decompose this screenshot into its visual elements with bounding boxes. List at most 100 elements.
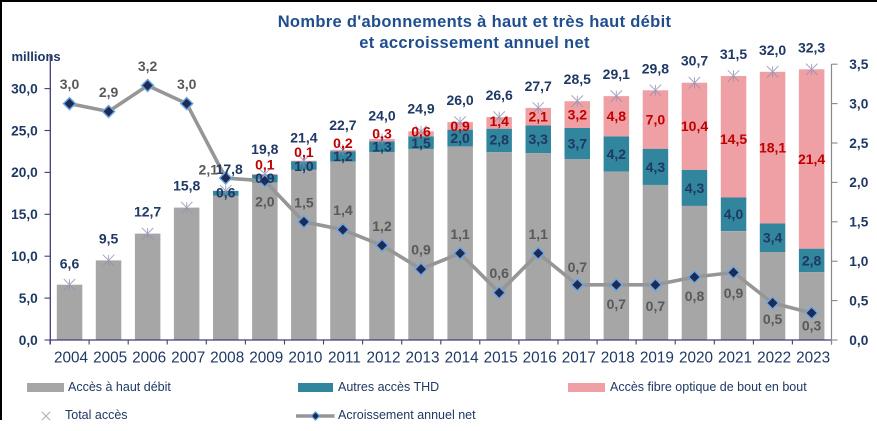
svg-text:18,1: 18,1 [759,140,786,156]
svg-text:0,9: 0,9 [450,118,470,134]
svg-text:1,3: 1,3 [372,139,392,155]
svg-text:0,3: 0,3 [372,126,392,142]
svg-text:2022: 2022 [757,350,791,367]
svg-text:3,0: 3,0 [849,96,868,111]
svg-text:9,5: 9,5 [99,230,119,246]
svg-text:4,8: 4,8 [607,108,627,124]
svg-text:10,4: 10,4 [681,118,708,134]
svg-text:3,0: 3,0 [177,76,197,92]
svg-text:2012: 2012 [366,350,400,367]
svg-text:12,7: 12,7 [134,204,161,220]
svg-text:2,5: 2,5 [849,136,868,151]
svg-text:3,4: 3,4 [763,230,783,246]
svg-text:millions: millions [12,49,61,64]
svg-text:26,0: 26,0 [446,92,473,108]
svg-text:1,5: 1,5 [849,215,868,230]
svg-text:0,1: 0,1 [255,157,275,173]
svg-text:22,7: 22,7 [329,117,356,133]
svg-text:2,8: 2,8 [802,252,822,268]
svg-text:2005: 2005 [93,350,127,367]
svg-text:10,0: 10,0 [11,249,38,264]
svg-text:30,0: 30,0 [11,81,38,96]
svg-text:2010: 2010 [288,350,322,367]
svg-text:0,5: 0,5 [849,293,868,308]
svg-text:0,3: 0,3 [802,318,822,334]
svg-text:31,5: 31,5 [720,46,747,62]
svg-text:29,8: 29,8 [642,60,669,76]
svg-text:4,3: 4,3 [646,159,666,175]
svg-text:32,3: 32,3 [798,39,825,55]
svg-text:0,1: 0,1 [294,144,314,160]
svg-text:15,0: 15,0 [11,207,38,222]
svg-text:15,8: 15,8 [173,178,200,194]
svg-text:2013: 2013 [405,350,439,367]
svg-text:1,5: 1,5 [294,194,314,210]
svg-text:0,0: 0,0 [19,333,38,348]
svg-text:6,6: 6,6 [60,255,80,271]
svg-text:21,4: 21,4 [290,130,317,146]
svg-text:1,2: 1,2 [372,218,392,234]
svg-text:30,7: 30,7 [681,53,708,69]
svg-text:3,3: 3,3 [528,131,548,147]
svg-text:19,8: 19,8 [251,141,278,157]
svg-text:26,6: 26,6 [486,87,513,103]
svg-text:3,2: 3,2 [138,58,158,74]
svg-text:0,7: 0,7 [607,296,627,312]
svg-text:2,0: 2,0 [450,130,470,146]
svg-text:21,4: 21,4 [798,151,825,167]
svg-text:24,9: 24,9 [407,100,434,116]
svg-text:2,0: 2,0 [255,193,275,209]
svg-text:0,6: 0,6 [216,185,236,201]
svg-text:2017: 2017 [562,350,596,367]
svg-text:0,9: 0,9 [411,242,431,258]
svg-text:1,1: 1,1 [528,226,548,242]
svg-text:1,1: 1,1 [450,226,470,242]
svg-text:0,8: 0,8 [685,288,705,304]
svg-text:20,0: 20,0 [11,165,38,180]
svg-text:1,0: 1,0 [294,158,314,174]
svg-text:2,8: 2,8 [489,132,509,148]
svg-text:4,0: 4,0 [724,206,744,222]
svg-text:2023: 2023 [796,350,830,367]
svg-text:0,9: 0,9 [724,285,744,301]
svg-text:2006: 2006 [132,350,166,367]
svg-text:0,2: 0,2 [333,135,353,151]
svg-text:27,7: 27,7 [525,78,552,94]
svg-text:2009: 2009 [249,350,283,367]
svg-text:1,4: 1,4 [489,113,509,129]
svg-text:2016: 2016 [523,350,557,367]
svg-text:3,5: 3,5 [849,57,868,72]
svg-text:0,6: 0,6 [489,265,509,281]
svg-text:2,9: 2,9 [99,84,119,100]
svg-text:4,2: 4,2 [607,146,627,162]
svg-text:0,6: 0,6 [411,123,431,139]
svg-text:2008: 2008 [210,350,244,367]
svg-text:2018: 2018 [601,350,635,367]
svg-text:1,5: 1,5 [411,135,431,151]
svg-text:29,1: 29,1 [603,66,630,82]
svg-text:7,0: 7,0 [646,112,666,128]
svg-text:3,7: 3,7 [568,135,588,151]
svg-text:1,4: 1,4 [333,202,353,218]
svg-text:2020: 2020 [679,350,713,367]
svg-text:0,9: 0,9 [255,170,275,186]
svg-text:2015: 2015 [484,350,518,367]
svg-text:3,2: 3,2 [568,107,588,123]
svg-text:2,1: 2,1 [528,109,548,125]
svg-text:0,0: 0,0 [849,333,868,348]
svg-text:0,7: 0,7 [646,298,666,314]
svg-text:2021: 2021 [718,350,752,367]
svg-text:2,0: 2,0 [849,175,868,190]
svg-text:0,5: 0,5 [763,311,783,327]
svg-text:14,5: 14,5 [720,131,747,147]
svg-text:4,3: 4,3 [685,180,705,196]
svg-text:2014: 2014 [445,350,480,367]
svg-text:2004: 2004 [54,350,89,367]
svg-text:0,7: 0,7 [568,259,588,275]
svg-text:17,8: 17,8 [216,161,243,177]
svg-text:1,2: 1,2 [333,148,353,164]
svg-text:5,0: 5,0 [19,291,38,306]
svg-text:3,0: 3,0 [60,76,80,92]
svg-text:25,0: 25,0 [11,123,38,138]
svg-text:24,0: 24,0 [368,108,395,124]
